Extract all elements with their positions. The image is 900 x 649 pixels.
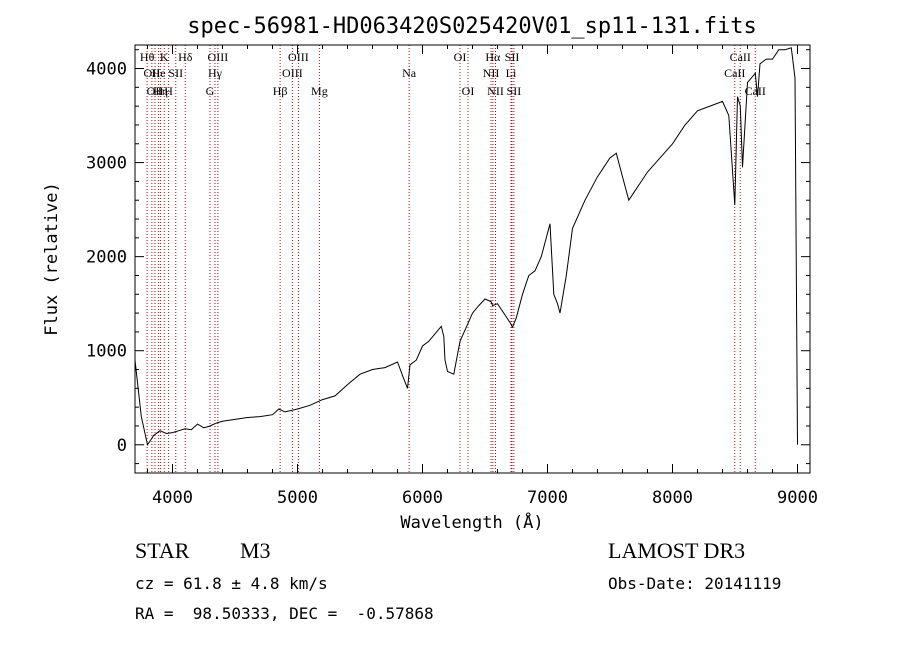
spectrum-series-line [134,47,798,447]
x-tick-label: 5000 [277,488,318,508]
spectral-line-label: Hβ [273,84,288,98]
spectral-line-markers [146,45,756,473]
spectral-line-label: NII [487,84,504,98]
x-tick-label: 4000 [152,488,193,508]
y-tick-label: 4000 [86,60,127,80]
coordinates: RA = 98.50333, DEC = -0.57868 [135,604,434,623]
spectral-line-label: Mg [311,84,328,98]
chart-title: spec-56981-HD063420S025420V01_sp11-131.f… [187,14,757,39]
spectral-line-label: SII [507,84,522,98]
plot-frame [134,44,811,474]
y-tick-label: 0 [117,436,127,456]
spectral-line-label: OI [454,50,467,64]
survey-name: LAMOST DR3 [608,538,746,563]
y-axis-label: Flux (relative) [42,182,62,336]
y-axis: 0 1000 2000 3000 4000 [86,49,810,465]
object-class: STAR [135,538,190,563]
x-tick-label: 9000 [777,488,818,508]
spectral-line-label: OIII [208,50,229,64]
spectral-line-label: NII [483,66,500,80]
observation-date: Obs-Date: 20141119 [608,574,782,593]
y-tick-label: 2000 [86,248,127,268]
spectral-line-label: SII [505,50,520,64]
spectral-line-label: CaII [745,84,766,98]
x-axis: 4000 5000 6000 7000 8000 9000 [147,45,818,508]
spectral-line-label: Hα [485,50,501,64]
spectral-line-label: G [206,84,215,98]
spectral-line-label: OI [462,84,475,98]
spectral-line-label: H [164,84,173,98]
x-tick-label: 7000 [527,488,568,508]
spectral-line-label: CaII [724,66,745,80]
spectral-line-label: Na [402,66,417,80]
y-tick-label: 1000 [86,342,127,362]
redshift-velocity: cz = 61.8 ± 4.8 km/s [135,574,328,593]
spectral-line-label: CaII [730,50,751,64]
spectral-line-label: K [160,50,169,64]
x-axis-label: Wavelength (Å) [400,511,543,533]
spectral-line-label: He [152,66,166,80]
object-subclass: M3 [240,538,271,563]
x-tick-label: 6000 [402,488,443,508]
spectral-line-label: Hθ [140,50,155,64]
y-tick-label: 3000 [86,154,127,174]
spectral-line-label: Li [506,66,517,80]
spectral-line-label: SII [168,66,183,80]
spectral-line-label: OII [147,84,164,98]
spectral-line-label: OIII [288,50,309,64]
spectral-line-label: OII [144,66,161,80]
spectral-line-labels: HθOIIOIIHeHηKHSIIHδGHγOIIIHβOIIIOIIIMgNa… [140,50,766,98]
spectral-line-label: OIII [282,66,303,80]
x-tick-label: 8000 [652,488,693,508]
spectral-line-label: Hγ [208,66,223,80]
spectral-line-label: Hδ [178,50,193,64]
spectral-line-label: Hη [153,84,168,98]
